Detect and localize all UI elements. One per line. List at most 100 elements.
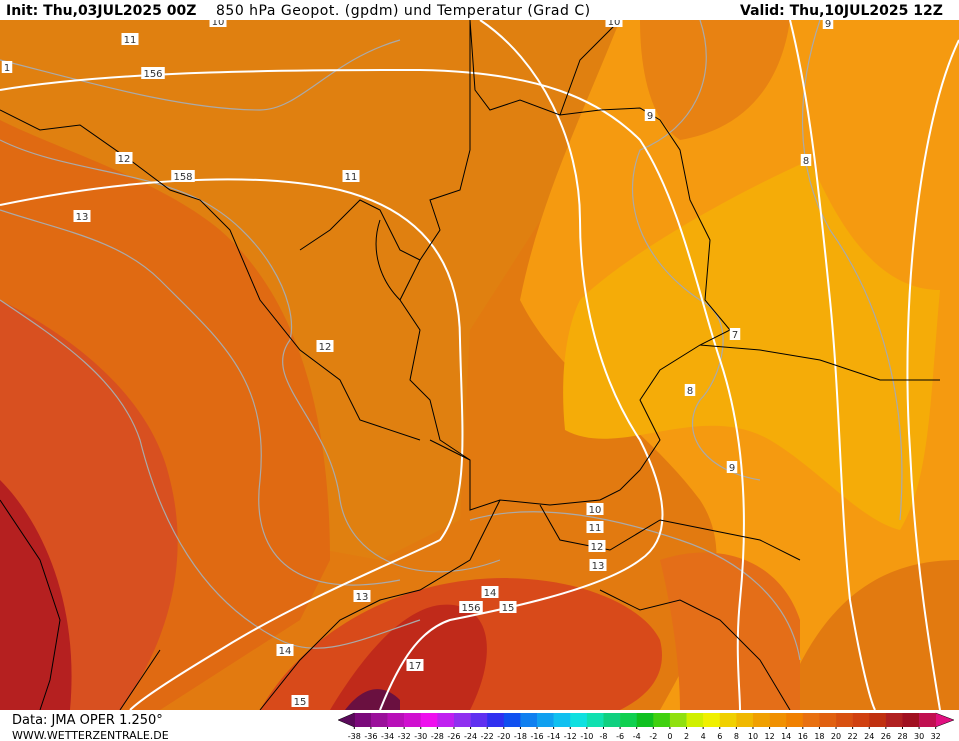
colorbar-swatch — [802, 713, 820, 727]
colorbar-label: 6 — [717, 732, 722, 741]
colorbar-swatch — [387, 713, 405, 727]
contour-label: 12 — [316, 340, 334, 353]
colorbar-label: -28 — [431, 732, 444, 741]
contour-label: 12 — [115, 152, 133, 165]
contour-label-box — [822, 17, 834, 29]
geopotential-line — [379, 19, 664, 711]
colorbar-label: 2 — [684, 732, 689, 741]
coastlines-borders — [0, 19, 940, 711]
contour-label-box — [342, 170, 360, 182]
contour-label-text: 9 — [825, 19, 831, 30]
contour-label-box — [141, 67, 165, 79]
colorbar-label: 28 — [897, 732, 907, 741]
contour-label-text: 15 — [294, 697, 307, 708]
contour-label-box — [589, 559, 607, 571]
contour-label: 14 — [481, 586, 499, 599]
colorbar-label: -20 — [497, 732, 510, 741]
isotherm — [0, 209, 401, 586]
colorbar-label: -18 — [514, 732, 527, 741]
contour-label-text: 13 — [76, 212, 89, 223]
contour-label-text: 10 — [608, 17, 621, 28]
contour-label-box — [586, 521, 604, 533]
colorbar-swatch — [570, 713, 588, 727]
contour-label-box — [800, 154, 812, 166]
isotherm — [0, 299, 421, 649]
temperature-isotherms — [0, 19, 903, 661]
contour-label-box — [1, 61, 13, 73]
contour-label-box — [588, 540, 606, 552]
geopotential-contours — [0, 19, 959, 711]
field-region — [330, 604, 487, 710]
colorbar-swatch — [669, 713, 687, 727]
colorbar-label: -38 — [348, 732, 361, 741]
contour-label: 10 — [586, 503, 604, 516]
isotherm — [632, 19, 761, 481]
contour-label: 156 — [141, 67, 165, 80]
contour-label: 1 — [1, 61, 13, 74]
colorbar-label: -8 — [599, 732, 607, 741]
colorbar-label: -2 — [649, 732, 657, 741]
contour-label-text: 156 — [461, 603, 480, 614]
contour-label-text: 12 — [319, 342, 332, 353]
contour-label: 156 — [459, 601, 483, 614]
colorbar-swatch — [703, 713, 721, 727]
colorbar-label: -26 — [447, 732, 460, 741]
colorbar-swatch — [586, 713, 604, 727]
contour-label-box — [115, 152, 133, 164]
colorbar-swatch — [420, 713, 438, 727]
colorbar-swatch — [553, 713, 571, 727]
contour-label-box — [291, 695, 309, 707]
contour-label-text: 14 — [484, 588, 497, 599]
colorbar-swatch — [902, 713, 920, 727]
coastline — [0, 109, 421, 441]
contour-label-box — [276, 644, 294, 656]
colorbar-label: 12 — [764, 732, 774, 741]
colorbar-swatch — [620, 713, 637, 727]
contour-label: 11 — [121, 33, 139, 46]
data-source: Data: JMA OPER 1.250° — [12, 713, 163, 728]
geopotential-line — [0, 68, 745, 711]
colorbar-label: 4 — [701, 732, 706, 741]
contour-label-box — [171, 170, 195, 182]
contour-label-text: 9 — [729, 463, 735, 474]
contour-label: 11 — [586, 521, 604, 534]
contour-label-text: 10 — [212, 17, 225, 28]
colorbar-swatch — [819, 713, 837, 727]
colorbar-label: -14 — [547, 732, 560, 741]
colorbar-swatch — [437, 713, 455, 727]
colorbar-label: 0 — [667, 732, 672, 741]
contour-label-text: 8 — [803, 156, 809, 167]
colorbar-swatch — [786, 713, 804, 727]
colorbar-label: 18 — [814, 732, 824, 741]
contour-label-text: 10 — [589, 505, 602, 516]
contour-label: 12 — [588, 540, 606, 553]
colorbar-swatch — [719, 713, 737, 727]
contour-label-box — [499, 601, 517, 613]
colorbar-label: 20 — [831, 732, 841, 741]
colorbar-swatch — [603, 713, 621, 727]
contour-label-text: 12 — [591, 542, 604, 553]
country-border — [399, 19, 731, 511]
isotherm — [469, 511, 801, 661]
colorbar-swatch — [370, 713, 388, 727]
geopotential-line — [0, 178, 464, 711]
colorbar-swatch — [404, 713, 422, 727]
contour-label-text: 9 — [647, 111, 653, 122]
colorbar-label: 26 — [881, 732, 891, 741]
colorbar-label: 24 — [864, 732, 874, 741]
coastline — [299, 199, 421, 261]
contour-label-text: 17 — [409, 661, 422, 672]
contour-label: 13 — [353, 590, 371, 603]
contour-label-box — [586, 503, 604, 515]
colorbar-swatch — [769, 713, 787, 727]
contour-label: 13 — [589, 559, 607, 572]
geopotential-line — [906, 39, 959, 711]
colorbar-label: -36 — [364, 732, 377, 741]
colorbar-label: 32 — [931, 732, 941, 741]
contour-label-box — [644, 109, 656, 121]
colorbar-swatch — [885, 713, 903, 727]
contour-label-box — [459, 601, 483, 613]
contour-label-box — [406, 659, 424, 671]
contour-label: 11 — [342, 170, 360, 183]
